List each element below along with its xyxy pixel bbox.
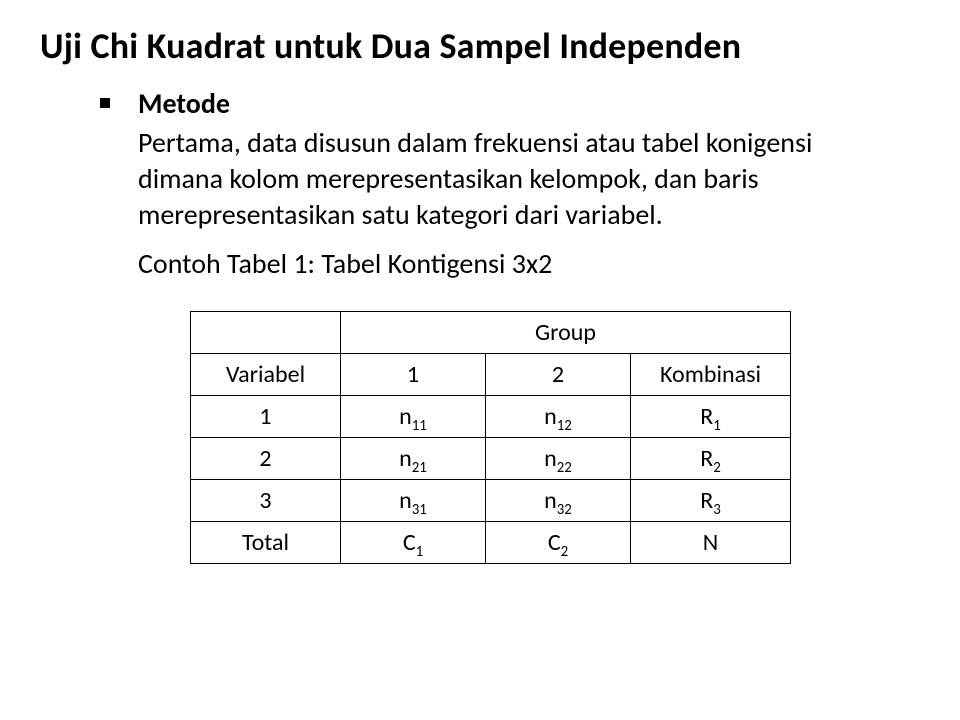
paragraph-text: Pertama, data disusun dalam frekuensi at… [138,125,890,232]
table-caption: Contoh Tabel 1: Tabel Kontigensi 3x2 [138,246,890,281]
page-title: Uji Chi Kuadrat untuk Dua Sampel Indepen… [40,24,920,68]
table-row: 3n31n32R3 [191,480,791,522]
table-cell: 2 [486,354,631,396]
table-cell: n22 [486,438,631,480]
table-cell: R2 [631,438,791,480]
table-cell: C2 [486,522,631,564]
table-cell: n11 [341,396,486,438]
table-cell: Total [191,522,341,564]
table-cell: n12 [486,396,631,438]
table-cell: C1 [341,522,486,564]
section-subhead: Metode [138,86,230,121]
contingency-table: GroupVariabel12Kombinasi1n11n12R12n21n22… [190,311,791,564]
bullet-row: Metode [100,86,890,121]
table-cell: Variabel [191,354,341,396]
slide: Uji Chi Kuadrat untuk Dua Sampel Indepen… [0,0,960,720]
table-row: Group [191,312,791,354]
table-cell [191,312,341,354]
table-cell: 1 [191,396,341,438]
contingency-table-wrap: GroupVariabel12Kombinasi1n11n12R12n21n22… [190,311,920,564]
table-row: 1n11n12R1 [191,396,791,438]
table-row: 2n21n22R2 [191,438,791,480]
table-row: Variabel12Kombinasi [191,354,791,396]
table-cell: R3 [631,480,791,522]
table-row: TotalC1C2N [191,522,791,564]
table-cell: n32 [486,480,631,522]
table-cell: 3 [191,480,341,522]
table-cell: R1 [631,396,791,438]
table-cell: 1 [341,354,486,396]
body-block: Metode Pertama, data disusun dalam freku… [100,86,890,281]
table-cell: N [631,522,791,564]
square-bullet-icon [100,98,110,108]
table-cell: Group [341,312,791,354]
table-cell: n21 [341,438,486,480]
table-cell: Kombinasi [631,354,791,396]
table-cell: 2 [191,438,341,480]
table-cell: n31 [341,480,486,522]
